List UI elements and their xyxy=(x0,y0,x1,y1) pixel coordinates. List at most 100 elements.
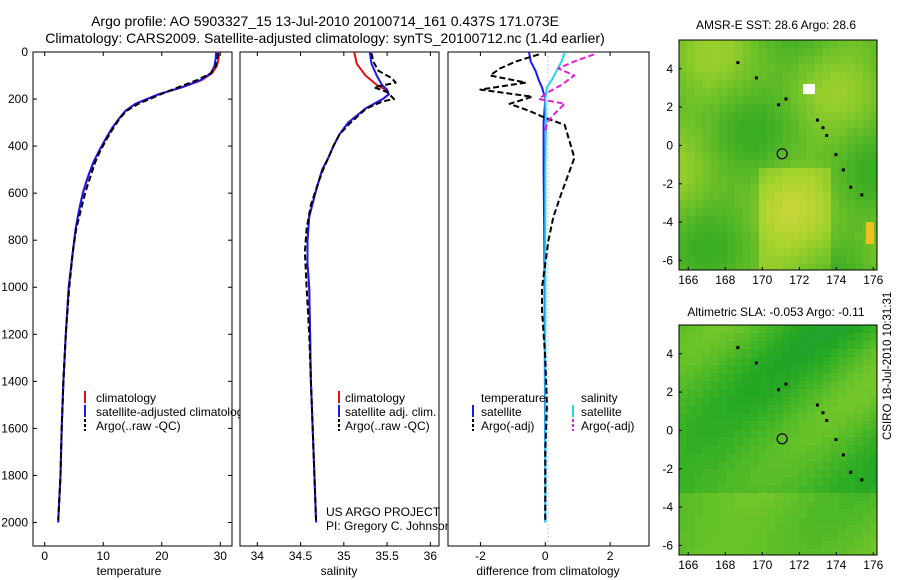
island-mark xyxy=(777,103,781,107)
map-cell xyxy=(759,373,767,381)
figure-title: Argo profile: AO 5903327_15 13-Jul-2010 … xyxy=(91,13,559,29)
map-cell xyxy=(855,549,863,555)
map-cell xyxy=(775,381,783,389)
map-cell xyxy=(799,549,807,555)
map-cell xyxy=(727,549,735,555)
map-cell xyxy=(815,112,823,120)
map-cell xyxy=(791,373,799,381)
map-cell xyxy=(759,485,767,493)
map-cell xyxy=(679,389,687,397)
map-cell xyxy=(847,248,855,256)
map-cell xyxy=(759,112,767,120)
map-cell xyxy=(743,80,751,88)
map-cell xyxy=(751,168,759,176)
figure-subtitle: Climatology: CARS2009. Satellite-adjuste… xyxy=(45,30,605,46)
map-cell xyxy=(823,381,831,389)
map-cell xyxy=(831,104,839,112)
map-cell xyxy=(743,200,751,208)
map-cell xyxy=(815,240,823,248)
map-cell xyxy=(719,248,727,256)
map-cell xyxy=(871,341,877,349)
map-cell xyxy=(735,549,743,555)
map-cell xyxy=(751,96,759,104)
map-cell xyxy=(743,168,751,176)
map-cell xyxy=(679,112,687,120)
map-cell xyxy=(687,80,695,88)
map-cell xyxy=(807,533,815,541)
map-cell xyxy=(863,509,871,517)
map-cell xyxy=(751,429,759,437)
map-cell xyxy=(855,477,863,485)
map-cell xyxy=(743,437,751,445)
map-cell xyxy=(839,192,847,200)
map-cell xyxy=(871,48,877,56)
map-y-tick-label: 2 xyxy=(666,100,673,114)
map-cell xyxy=(823,80,831,88)
map-cell xyxy=(823,256,831,264)
map-cell xyxy=(791,397,799,405)
map-cell xyxy=(759,389,767,397)
map-cell xyxy=(687,445,695,453)
map-cell xyxy=(791,256,799,264)
map-cell xyxy=(847,501,855,509)
map-cell xyxy=(815,469,823,477)
map-cell xyxy=(711,208,719,216)
map-cell xyxy=(743,56,751,64)
map-cell xyxy=(791,240,799,248)
map-cell xyxy=(783,56,791,64)
map-cell xyxy=(719,469,727,477)
map-cell xyxy=(815,104,823,112)
map-cell xyxy=(799,72,807,80)
map-cell xyxy=(791,80,799,88)
map-cell xyxy=(807,120,815,128)
map-cell xyxy=(743,357,751,365)
map-cell xyxy=(823,453,831,461)
map-cell xyxy=(727,88,735,96)
map-cell xyxy=(743,525,751,533)
map-cell xyxy=(719,88,727,96)
map-cell xyxy=(783,357,791,365)
map-cell xyxy=(807,437,815,445)
map-cell xyxy=(703,485,711,493)
map-cell xyxy=(847,397,855,405)
map-y-tick-label: 4 xyxy=(666,62,673,76)
map-cell xyxy=(799,429,807,437)
map-cell xyxy=(751,240,759,248)
map-cell xyxy=(719,325,727,333)
map-cell xyxy=(703,445,711,453)
map-cell xyxy=(815,256,823,264)
map-cell xyxy=(759,72,767,80)
map-cell xyxy=(735,365,743,373)
map-cell xyxy=(815,72,823,80)
map-cell xyxy=(823,333,831,341)
map-cell xyxy=(791,325,799,333)
map-cell xyxy=(751,144,759,152)
island-mark xyxy=(825,418,829,422)
map-cell xyxy=(711,200,719,208)
map-cell xyxy=(847,325,855,333)
map-cell xyxy=(767,240,775,248)
map-cell xyxy=(679,405,687,413)
map-cell xyxy=(727,445,735,453)
map-cell xyxy=(855,152,863,160)
map-cell xyxy=(719,341,727,349)
map-cell xyxy=(855,445,863,453)
map-cell xyxy=(831,40,839,48)
map-cell xyxy=(711,549,719,555)
map-cell xyxy=(791,445,799,453)
map-cell xyxy=(775,128,783,136)
map-cell xyxy=(831,405,839,413)
map-cell xyxy=(703,549,711,555)
salinity-xlabel: salinity xyxy=(321,564,358,578)
map-cell xyxy=(679,136,687,144)
map-cell xyxy=(815,349,823,357)
map-cell xyxy=(703,184,711,192)
map-cell xyxy=(687,469,695,477)
map-cell xyxy=(839,224,847,232)
map-cell xyxy=(727,80,735,88)
map-cell xyxy=(695,232,703,240)
map-cell xyxy=(855,64,863,72)
map-cell xyxy=(775,256,783,264)
map-cell xyxy=(775,56,783,64)
map-cell xyxy=(743,136,751,144)
